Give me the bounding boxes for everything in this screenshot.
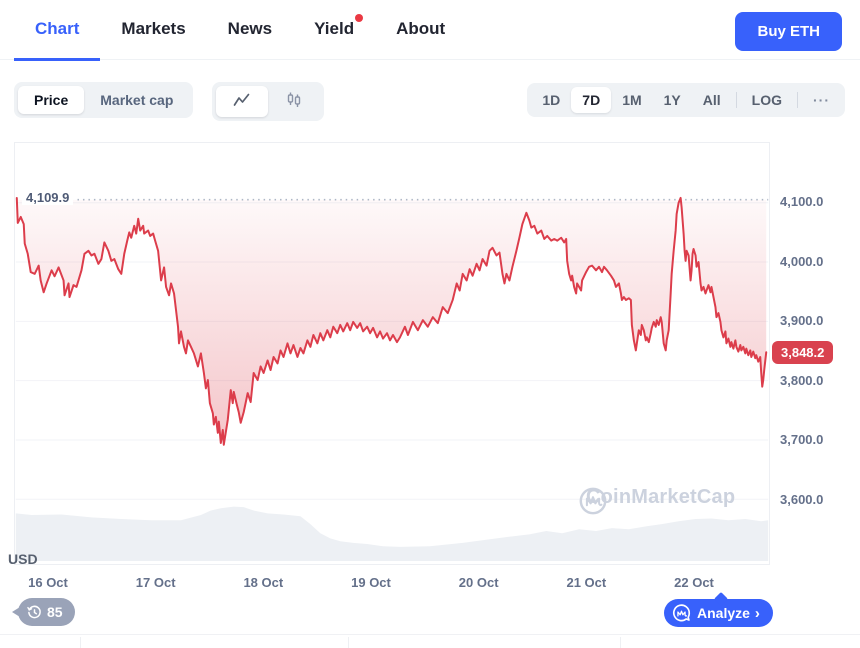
separator [620, 637, 621, 648]
buy-eth-button[interactable]: Buy ETH [735, 12, 842, 51]
tab-label: Yield [314, 19, 355, 38]
x-axis-label: 22 Oct [674, 575, 714, 590]
separator [348, 637, 349, 648]
tab-label: News [227, 19, 273, 38]
x-axis-label: 20 Oct [458, 575, 499, 590]
period-high-label: 4,109.9 [22, 190, 74, 205]
x-axis: 16 Oct 17 Oct 18 Oct 19 Oct 20 Oct 21 Oct 22 O… [0, 575, 860, 592]
market-cap-toggle-button[interactable]: Market cap [84, 86, 189, 114]
tab-yield[interactable]: Yield [293, 0, 375, 61]
range-selector: 1D 7D 1M 1Y All LOG ··· [527, 83, 845, 117]
section-nav: Chart Markets News Yield About Buy ETH [0, 0, 860, 61]
price-chart-svg [15, 196, 769, 562]
separator [80, 637, 81, 648]
tab-news[interactable]: News [207, 0, 293, 61]
nav-tabs: Chart Markets News Yield About [14, 0, 860, 61]
x-axis-label: 19 Oct [351, 575, 391, 590]
y-axis-label: 3,700.0 [780, 432, 824, 448]
tab-label: Chart [35, 19, 80, 38]
x-axis-label: 21 Oct [566, 575, 607, 590]
tab-chart[interactable]: Chart [14, 0, 101, 61]
y-axis-label: 4,100.0 [780, 194, 824, 209]
current-price-badge: 3,848.2 [772, 341, 834, 364]
more-options-button[interactable]: ··· [802, 87, 841, 113]
analyze-cmc-icon [672, 603, 691, 623]
tab-markets[interactable]: Markets [100, 0, 206, 61]
range-all-button[interactable]: All [692, 87, 732, 113]
clock-history-icon [27, 605, 42, 620]
y-axis-label: 3,600.0 [780, 492, 824, 507]
y-axis-label: 3,900.0 [780, 313, 824, 329]
candlestick-button[interactable] [268, 86, 320, 117]
y-axis-label: 4,000.0 [780, 253, 824, 269]
range-1m-button[interactable]: 1M [611, 87, 652, 113]
notification-dot-icon [355, 14, 364, 22]
tab-label: About [396, 19, 446, 38]
x-axis-label: 18 Oct [243, 575, 284, 590]
line-chart-icon [233, 93, 250, 110]
tab-label: Markets [121, 19, 186, 38]
tab-about[interactable]: About [375, 0, 466, 61]
next-section-divider [0, 634, 860, 648]
line-chart-button[interactable] [215, 86, 268, 117]
y-axis-label: 3,800.0 [780, 372, 824, 388]
analyze-button[interactable]: Analyze › [664, 599, 773, 627]
range-buttons: 1D 7D 1M 1Y All [531, 87, 731, 113]
x-axis-label: 16 Oct [28, 575, 68, 590]
y-axis-unit: USD [8, 551, 38, 567]
log-scale-button[interactable]: LOG [741, 87, 793, 113]
metric-toggle: Price Market cap [14, 82, 194, 118]
range-1d-button[interactable]: 1D [531, 87, 571, 113]
range-1y-button[interactable]: 1Y [653, 87, 692, 113]
price-chart-plot-area[interactable]: CoinMarketCap [14, 142, 770, 565]
chart-controls: Price Market cap 1D 7D 1M 1Y All LOG [14, 82, 845, 121]
watermark: CoinMarketCap [578, 486, 736, 515]
chevron-right-icon: › [754, 604, 760, 622]
watermark-text: CoinMarketCap [586, 486, 736, 508]
history-badge[interactable]: 85 [12, 598, 75, 626]
candlestick-icon [286, 92, 302, 111]
x-axis-label: 17 Oct [135, 575, 176, 590]
separator [797, 92, 798, 108]
price-line [15, 196, 768, 446]
range-7d-button[interactable]: 7D [571, 87, 612, 113]
history-count: 85 [47, 604, 63, 620]
separator [735, 92, 737, 108]
price-area-fill [16, 197, 767, 445]
price-toggle-button[interactable]: Price [18, 86, 85, 114]
analyze-label: Analyze [697, 605, 750, 621]
volume-area [15, 506, 769, 562]
chart-type-toggle [211, 82, 324, 121]
